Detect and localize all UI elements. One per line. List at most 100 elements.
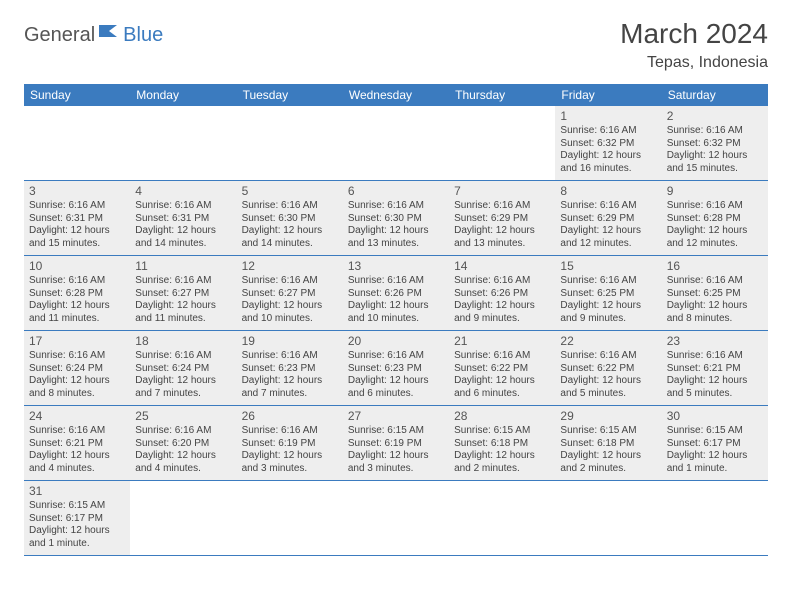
calendar-day: 22Sunrise: 6:16 AMSunset: 6:22 PMDayligh… — [555, 331, 661, 406]
day-detail: Daylight: 12 hours — [454, 450, 550, 463]
title-block: March 2024 Tepas, Indonesia — [620, 18, 768, 72]
day-detail: Sunset: 6:26 PM — [348, 288, 444, 301]
day-detail: Sunrise: 6:16 AM — [29, 275, 125, 288]
calendar-day: 26Sunrise: 6:16 AMSunset: 6:19 PMDayligh… — [237, 406, 343, 481]
calendar-day — [237, 481, 343, 556]
day-detail: and 11 minutes. — [135, 313, 231, 326]
day-detail: Sunrise: 6:15 AM — [667, 425, 763, 438]
day-detail: Daylight: 12 hours — [29, 450, 125, 463]
day-detail: Daylight: 12 hours — [242, 300, 338, 313]
day-detail: Sunset: 6:30 PM — [348, 213, 444, 226]
day-detail: Sunrise: 6:16 AM — [560, 125, 656, 138]
calendar-day: 17Sunrise: 6:16 AMSunset: 6:24 PMDayligh… — [24, 331, 130, 406]
day-detail: Sunset: 6:29 PM — [560, 213, 656, 226]
brand-logo: General Blue — [24, 24, 163, 47]
day-detail: Sunset: 6:31 PM — [29, 213, 125, 226]
dow-header: Wednesday — [343, 84, 449, 106]
day-number: 2 — [667, 109, 763, 124]
day-detail: Sunset: 6:23 PM — [242, 363, 338, 376]
day-detail: and 2 minutes. — [454, 463, 550, 476]
day-number: 5 — [242, 184, 338, 199]
day-detail: Daylight: 12 hours — [667, 450, 763, 463]
day-number: 13 — [348, 259, 444, 274]
day-detail: Daylight: 12 hours — [135, 225, 231, 238]
day-detail: Daylight: 12 hours — [348, 375, 444, 388]
calendar-day — [24, 106, 130, 181]
day-detail: Sunrise: 6:16 AM — [667, 350, 763, 363]
day-detail: Daylight: 12 hours — [29, 525, 125, 538]
calendar-day: 31Sunrise: 6:15 AMSunset: 6:17 PMDayligh… — [24, 481, 130, 556]
day-detail: Sunrise: 6:16 AM — [560, 350, 656, 363]
month-title: March 2024 — [620, 18, 768, 50]
day-number: 27 — [348, 409, 444, 424]
day-number: 15 — [560, 259, 656, 274]
day-detail: and 8 minutes. — [667, 313, 763, 326]
calendar-day: 6Sunrise: 6:16 AMSunset: 6:30 PMDaylight… — [343, 181, 449, 256]
header: General Blue March 2024 Tepas, Indonesia — [24, 18, 768, 72]
day-detail: Sunrise: 6:16 AM — [242, 425, 338, 438]
day-detail: Sunrise: 6:15 AM — [348, 425, 444, 438]
day-detail: Sunset: 6:19 PM — [242, 438, 338, 451]
day-detail: Sunset: 6:31 PM — [135, 213, 231, 226]
day-detail: and 11 minutes. — [29, 313, 125, 326]
calendar-day: 20Sunrise: 6:16 AMSunset: 6:23 PMDayligh… — [343, 331, 449, 406]
day-detail: Sunset: 6:27 PM — [135, 288, 231, 301]
day-detail: Daylight: 12 hours — [29, 375, 125, 388]
day-detail: Daylight: 12 hours — [667, 300, 763, 313]
day-number: 24 — [29, 409, 125, 424]
calendar-body: 1Sunrise: 6:16 AMSunset: 6:32 PMDaylight… — [24, 106, 768, 556]
calendar-day — [555, 481, 661, 556]
day-number: 14 — [454, 259, 550, 274]
day-detail: Sunset: 6:32 PM — [667, 138, 763, 151]
day-number: 21 — [454, 334, 550, 349]
day-detail: Sunrise: 6:15 AM — [454, 425, 550, 438]
calendar-day: 1Sunrise: 6:16 AMSunset: 6:32 PMDaylight… — [555, 106, 661, 181]
day-detail: Sunrise: 6:16 AM — [560, 200, 656, 213]
day-detail: Sunset: 6:19 PM — [348, 438, 444, 451]
calendar-day: 16Sunrise: 6:16 AMSunset: 6:25 PMDayligh… — [662, 256, 768, 331]
day-detail: and 10 minutes. — [242, 313, 338, 326]
calendar-day: 7Sunrise: 6:16 AMSunset: 6:29 PMDaylight… — [449, 181, 555, 256]
day-detail: Sunrise: 6:16 AM — [242, 275, 338, 288]
calendar-day — [343, 481, 449, 556]
day-detail: Sunset: 6:24 PM — [135, 363, 231, 376]
day-number: 11 — [135, 259, 231, 274]
calendar-day — [662, 481, 768, 556]
day-number: 10 — [29, 259, 125, 274]
day-number: 28 — [454, 409, 550, 424]
day-detail: Sunrise: 6:16 AM — [667, 200, 763, 213]
calendar-day: 29Sunrise: 6:15 AMSunset: 6:18 PMDayligh… — [555, 406, 661, 481]
day-detail: and 14 minutes. — [135, 238, 231, 251]
calendar-week: 17Sunrise: 6:16 AMSunset: 6:24 PMDayligh… — [24, 331, 768, 406]
calendar-day: 28Sunrise: 6:15 AMSunset: 6:18 PMDayligh… — [449, 406, 555, 481]
day-detail: and 14 minutes. — [242, 238, 338, 251]
calendar-week: 3Sunrise: 6:16 AMSunset: 6:31 PMDaylight… — [24, 181, 768, 256]
day-detail: Daylight: 12 hours — [29, 300, 125, 313]
calendar-day: 2Sunrise: 6:16 AMSunset: 6:32 PMDaylight… — [662, 106, 768, 181]
day-detail: Sunrise: 6:16 AM — [29, 200, 125, 213]
day-detail: Sunrise: 6:16 AM — [29, 425, 125, 438]
day-detail: Sunset: 6:25 PM — [560, 288, 656, 301]
calendar-day — [449, 481, 555, 556]
day-detail: Sunrise: 6:16 AM — [135, 275, 231, 288]
day-number: 3 — [29, 184, 125, 199]
calendar-day: 24Sunrise: 6:16 AMSunset: 6:21 PMDayligh… — [24, 406, 130, 481]
day-detail: and 3 minutes. — [348, 463, 444, 476]
day-detail: Daylight: 12 hours — [667, 150, 763, 163]
day-detail: Daylight: 12 hours — [454, 225, 550, 238]
day-number: 23 — [667, 334, 763, 349]
dow-header: Saturday — [662, 84, 768, 106]
day-detail: Daylight: 12 hours — [348, 300, 444, 313]
day-detail: Sunrise: 6:16 AM — [135, 200, 231, 213]
day-detail: Sunset: 6:24 PM — [29, 363, 125, 376]
day-detail: and 16 minutes. — [560, 163, 656, 176]
day-detail: and 4 minutes. — [135, 463, 231, 476]
day-number: 25 — [135, 409, 231, 424]
day-detail: Sunrise: 6:15 AM — [29, 500, 125, 513]
day-detail: Sunset: 6:23 PM — [348, 363, 444, 376]
dow-header-row: SundayMondayTuesdayWednesdayThursdayFrid… — [24, 84, 768, 106]
day-detail: and 7 minutes. — [242, 388, 338, 401]
day-detail: Sunrise: 6:16 AM — [242, 200, 338, 213]
day-detail: Daylight: 12 hours — [135, 450, 231, 463]
calendar-week: 10Sunrise: 6:16 AMSunset: 6:28 PMDayligh… — [24, 256, 768, 331]
